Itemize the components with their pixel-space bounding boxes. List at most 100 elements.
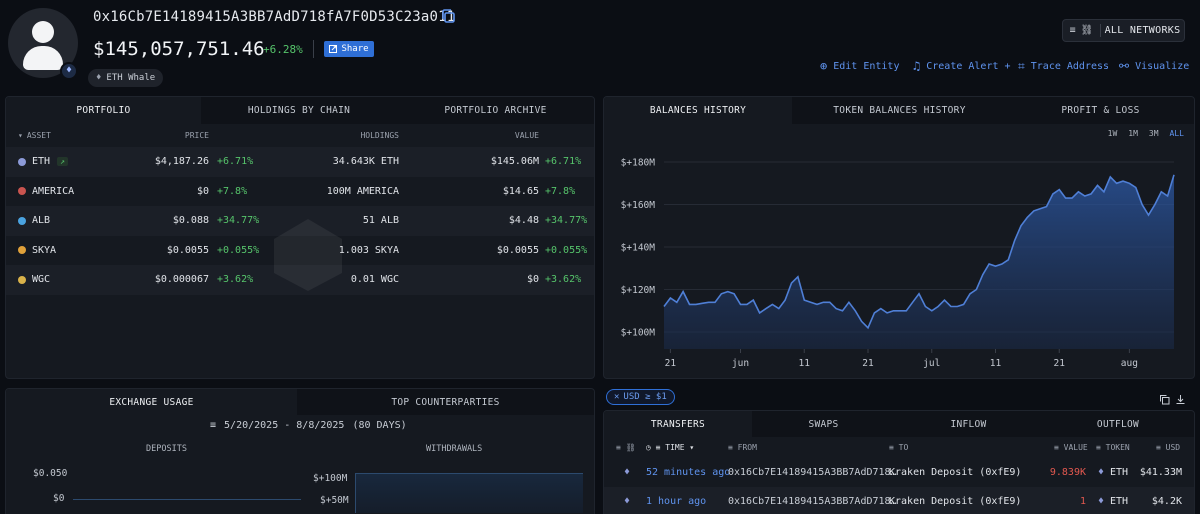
asset-value: $14.65 [502, 185, 539, 197]
withdrawals-area [355, 473, 583, 513]
value-change: +7.8% [545, 185, 576, 197]
tab-portfolio[interactable]: PORTFOLIO [6, 97, 201, 124]
column-value[interactable]: VALUE [514, 131, 539, 140]
usd-filter-chip[interactable]: ✕ USD ≥ $1 [606, 389, 675, 405]
download-icon[interactable] [1175, 394, 1186, 405]
deposits-baseline [73, 499, 301, 500]
watermark-logo [274, 219, 342, 291]
tab-balances-history[interactable]: BALANCES HISTORY [604, 97, 792, 124]
transfer-to[interactable]: Kraken Deposit (0xfE9) [889, 496, 1022, 507]
asset-name: ALB [32, 215, 51, 227]
chart-icon[interactable]: ↗ [57, 157, 68, 167]
tab-top-counterparties[interactable]: TOP COUNTERPARTIES [391, 396, 500, 408]
range-1w[interactable]: 1W [1107, 129, 1118, 138]
table-row[interactable]: ALB $0.088 +34.77% 51 ALB $4.48 +34.77% [6, 206, 594, 236]
y-tick-label: $+140M [621, 243, 656, 254]
y-tick-label: $+100M [621, 328, 656, 339]
column-token[interactable]: ≡ TOKEN [1096, 443, 1130, 452]
table-row[interactable]: ETH ↗ $4,187.26 +6.71% 34.643K ETH $145.06M +6… [6, 147, 594, 177]
column-time[interactable]: ◷ ≡ TIME ▾ [646, 443, 695, 452]
asset-price: $0.000067 [154, 274, 209, 286]
tab-inflow[interactable]: INFLOW [950, 418, 987, 430]
close-icon[interactable]: ✕ [614, 392, 620, 402]
tab-token-balances-history[interactable]: TOKEN BALANCES HISTORY [833, 105, 966, 116]
transfer-time[interactable]: 1 hour ago [646, 496, 707, 507]
create-alert-button[interactable]: ♫ Create Alert + [913, 59, 1011, 73]
x-tick-label: 21 [1054, 358, 1066, 369]
network-selector[interactable]: ≡ ⛓ ALL NETWORKS [1062, 19, 1185, 42]
trace-address-button[interactable]: ⌗ Trace Address [1018, 59, 1109, 74]
table-row[interactable]: SKYA $0.0055 +0.055% 1.003 SKYA $0.0055 +0.05… [6, 236, 594, 266]
asset-price: $0.0055 [166, 244, 209, 256]
x-tick-label: aug [1121, 358, 1138, 369]
action-label: Trace Address [1030, 61, 1110, 72]
tab-profit-loss[interactable]: PROFIT & LOSS [1061, 105, 1140, 116]
range-all[interactable]: ALL [1169, 129, 1184, 138]
transfer-value: 9.839K [1049, 467, 1086, 478]
balance-change: +6.28% [263, 43, 303, 56]
price-change: +7.8% [217, 185, 248, 197]
deposits-tick: $0 [53, 493, 65, 504]
network-selector-label: ALL NETWORKS [1104, 25, 1181, 36]
date-range[interactable]: ≡ 5/20/2025 - 8/8/2025 (80 DAYS) [210, 420, 407, 431]
table-row[interactable]: ♦ 1 hour ago 0x16Cb7E14189415A3BB7AdD718… K… [604, 487, 1194, 514]
column-asset[interactable]: ▾ ASSET [18, 131, 51, 140]
trace-icon: ⌗ [1018, 59, 1025, 73]
x-tick-label: 11 [799, 358, 811, 369]
copy-icon[interactable] [440, 8, 456, 24]
transfer-time[interactable]: 52 minutes ago [646, 467, 731, 478]
asset-holdings: 0.01 WGC [350, 274, 399, 286]
transfer-to[interactable]: Kraken Deposit (0xfE9) [889, 467, 1022, 478]
column-from[interactable]: ≡ FROM [728, 443, 757, 452]
tab-exchange-usage[interactable]: EXCHANGE USAGE [6, 389, 297, 415]
edit-icon: ⊕ [820, 59, 828, 73]
asset-value: $0.0055 [496, 244, 539, 256]
table-row[interactable]: WGC $0.000067 +3.62% 0.01 WGC $0 +3.62% [6, 265, 594, 295]
balance-line [663, 174, 1175, 330]
value-change: +0.055% [545, 244, 588, 256]
asset-holdings: 34.643K ETH [332, 156, 399, 168]
transfer-usd: $41.33M [1139, 467, 1182, 478]
tab-swaps[interactable]: SWAPS [808, 418, 839, 430]
tab-transfers[interactable]: TRANSFERS [604, 411, 752, 437]
entity-tag[interactable]: ♦ ETH Whale [88, 69, 164, 87]
column-price[interactable]: PRICE [184, 131, 209, 140]
share-button[interactable]: Share [324, 41, 374, 57]
transfer-from[interactable]: 0x16Cb7E14189415A3BB7AdD718… [728, 467, 897, 478]
filter-icon[interactable]: ≡ ⛓ [616, 443, 636, 452]
transfer-usd: $4.2K [1151, 496, 1182, 507]
edit-entity-button[interactable]: ⊕ Edit Entity [820, 59, 899, 73]
copy-icon[interactable] [1159, 394, 1170, 405]
value-change: +3.62% [545, 274, 582, 286]
column-holdings[interactable]: HOLDINGS [360, 131, 399, 140]
asset-name: ETH [32, 156, 51, 168]
range-3m[interactable]: 3M [1148, 129, 1159, 138]
column-to[interactable]: ≡ TO [889, 443, 909, 452]
balance-area [664, 174, 1174, 349]
table-row[interactable]: ♦ 52 minutes ago 0x16Cb7E14189415A3BB7AdD7… [604, 458, 1194, 487]
asset-value: $0 [526, 274, 539, 286]
asset-holdings: 100M AMERICA [326, 185, 399, 197]
ethereum-icon: ♦ [1098, 467, 1105, 478]
range-1m[interactable]: 1M [1128, 129, 1138, 138]
table-row[interactable]: AMERICA $0 +7.8% 100M AMERICA $14.65 +7.8% [6, 177, 594, 207]
filter-icon[interactable]: ≡ [1069, 25, 1076, 36]
asset-holdings: 1.003 SKYA [338, 244, 399, 256]
token-icon [18, 157, 26, 166]
transfer-from[interactable]: 0x16Cb7E14189415A3BB7AdD718… [728, 496, 897, 507]
column-usd[interactable]: ≡ USD [1156, 443, 1181, 452]
visualize-button[interactable]: ⚯ Visualize [1119, 59, 1189, 73]
link-icon[interactable]: ⛓ [1080, 25, 1094, 36]
tab-holdings-by-chain[interactable]: HOLDINGS BY CHAIN [247, 105, 351, 116]
transfers-panel: TRANSFERS SWAPS INFLOW OUTFLOW ≡ ⛓ ◷ ≡ T… [603, 410, 1195, 514]
asset-value: $4.48 [508, 215, 539, 227]
tab-portfolio-archive[interactable]: PORTFOLIO ARCHIVE [444, 105, 547, 116]
tab-outflow[interactable]: OUTFLOW [1096, 418, 1140, 430]
wallet-address: 0x16Cb7E14189415A3BB7AdD718fA7F0D53C23a0… [93, 9, 456, 25]
asset-name: WGC [32, 274, 51, 286]
share-label: Share [341, 44, 369, 54]
price-change: +3.62% [217, 274, 254, 286]
asset-price: $0.088 [172, 215, 209, 227]
column-value[interactable]: ≡ VALUE [1054, 443, 1088, 452]
ethereum-icon: ♦ [624, 467, 631, 478]
